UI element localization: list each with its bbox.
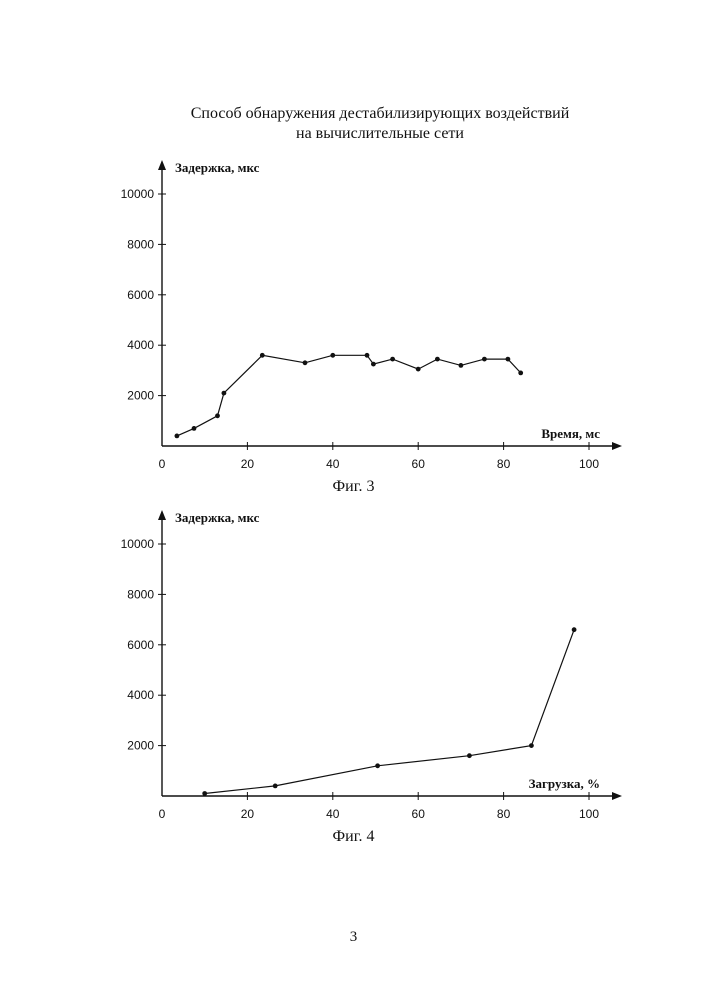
figure-4-svg: Задержка, мкс Загрузка, % 2000 4000 6000 8000… xyxy=(0,500,707,840)
figure-3-caption: Фиг. 3 xyxy=(0,478,707,496)
x-axis-arrow xyxy=(612,792,622,800)
x-axis-arrow xyxy=(612,442,622,450)
data-point xyxy=(482,357,487,362)
y-tick-label: 10000 xyxy=(121,537,155,551)
data-point xyxy=(365,353,370,358)
data-point xyxy=(467,753,472,758)
data-point xyxy=(506,357,511,362)
figure-4-chart: Задержка, мкс Загрузка, % 2000 4000 6000 8000… xyxy=(0,500,707,840)
x-tick-label: 20 xyxy=(241,807,255,821)
data-point xyxy=(215,413,220,418)
y-tick-label: 8000 xyxy=(127,587,154,601)
x-tick-label: 80 xyxy=(497,457,511,471)
y-axis-arrow xyxy=(158,510,166,520)
figure-3-svg: Задержка, мкс Время, мс 2000 4000 6000 8000 10… xyxy=(0,150,707,490)
data-point xyxy=(390,357,395,362)
y-tick-label: 2000 xyxy=(127,739,154,753)
y-tick-label: 10000 xyxy=(121,187,155,201)
x-tick-label: 40 xyxy=(326,457,340,471)
data-point xyxy=(572,627,577,632)
data-point xyxy=(459,363,464,368)
data-point xyxy=(518,371,523,376)
x-axis-title: Время, мс xyxy=(541,426,600,441)
data-point xyxy=(192,426,197,431)
data-point xyxy=(202,791,207,796)
title-line-1: Способ обнаружения дестабилизирующих воз… xyxy=(0,104,707,124)
x-tick-label: 100 xyxy=(579,807,599,821)
data-point xyxy=(375,763,380,768)
series-line xyxy=(205,630,574,794)
x-tick-label: 100 xyxy=(579,457,599,471)
data-point xyxy=(273,784,278,789)
y-tick-label: 2000 xyxy=(127,389,154,403)
x-tick-label: 60 xyxy=(412,807,426,821)
title-line-2: на вычислительные сети xyxy=(0,124,707,144)
data-point xyxy=(416,367,421,372)
y-tick-label: 4000 xyxy=(127,338,154,352)
y-axis-arrow xyxy=(158,160,166,170)
data-point xyxy=(175,434,180,439)
figure-4-caption: Фиг. 4 xyxy=(0,828,707,846)
x-tick-label: 60 xyxy=(412,457,426,471)
x-tick-label: 0 xyxy=(159,807,166,821)
y-axis-title: Задержка, мкс xyxy=(175,160,260,175)
y-tick-label: 6000 xyxy=(127,638,154,652)
x-tick-label: 0 xyxy=(159,457,166,471)
y-tick-label: 6000 xyxy=(127,288,154,302)
series-line xyxy=(177,355,521,436)
x-axis-title: Загрузка, % xyxy=(529,776,600,791)
data-point xyxy=(330,353,335,358)
data-point xyxy=(222,391,227,396)
page-number: 3 xyxy=(0,929,707,946)
data-point xyxy=(371,362,376,367)
data-point xyxy=(260,353,265,358)
x-tick-label: 40 xyxy=(326,807,340,821)
y-tick-label: 4000 xyxy=(127,688,154,702)
data-point xyxy=(529,743,534,748)
x-tick-label: 20 xyxy=(241,457,255,471)
data-point xyxy=(435,357,440,362)
y-tick-label: 8000 xyxy=(127,237,154,251)
data-point xyxy=(303,360,308,365)
y-axis-title: Задержка, мкс xyxy=(175,510,260,525)
figure-3-chart: Задержка, мкс Время, мс 2000 4000 6000 8000 10… xyxy=(0,150,707,490)
x-tick-label: 80 xyxy=(497,807,511,821)
page-title: Способ обнаружения дестабилизирующих воз… xyxy=(0,104,707,144)
